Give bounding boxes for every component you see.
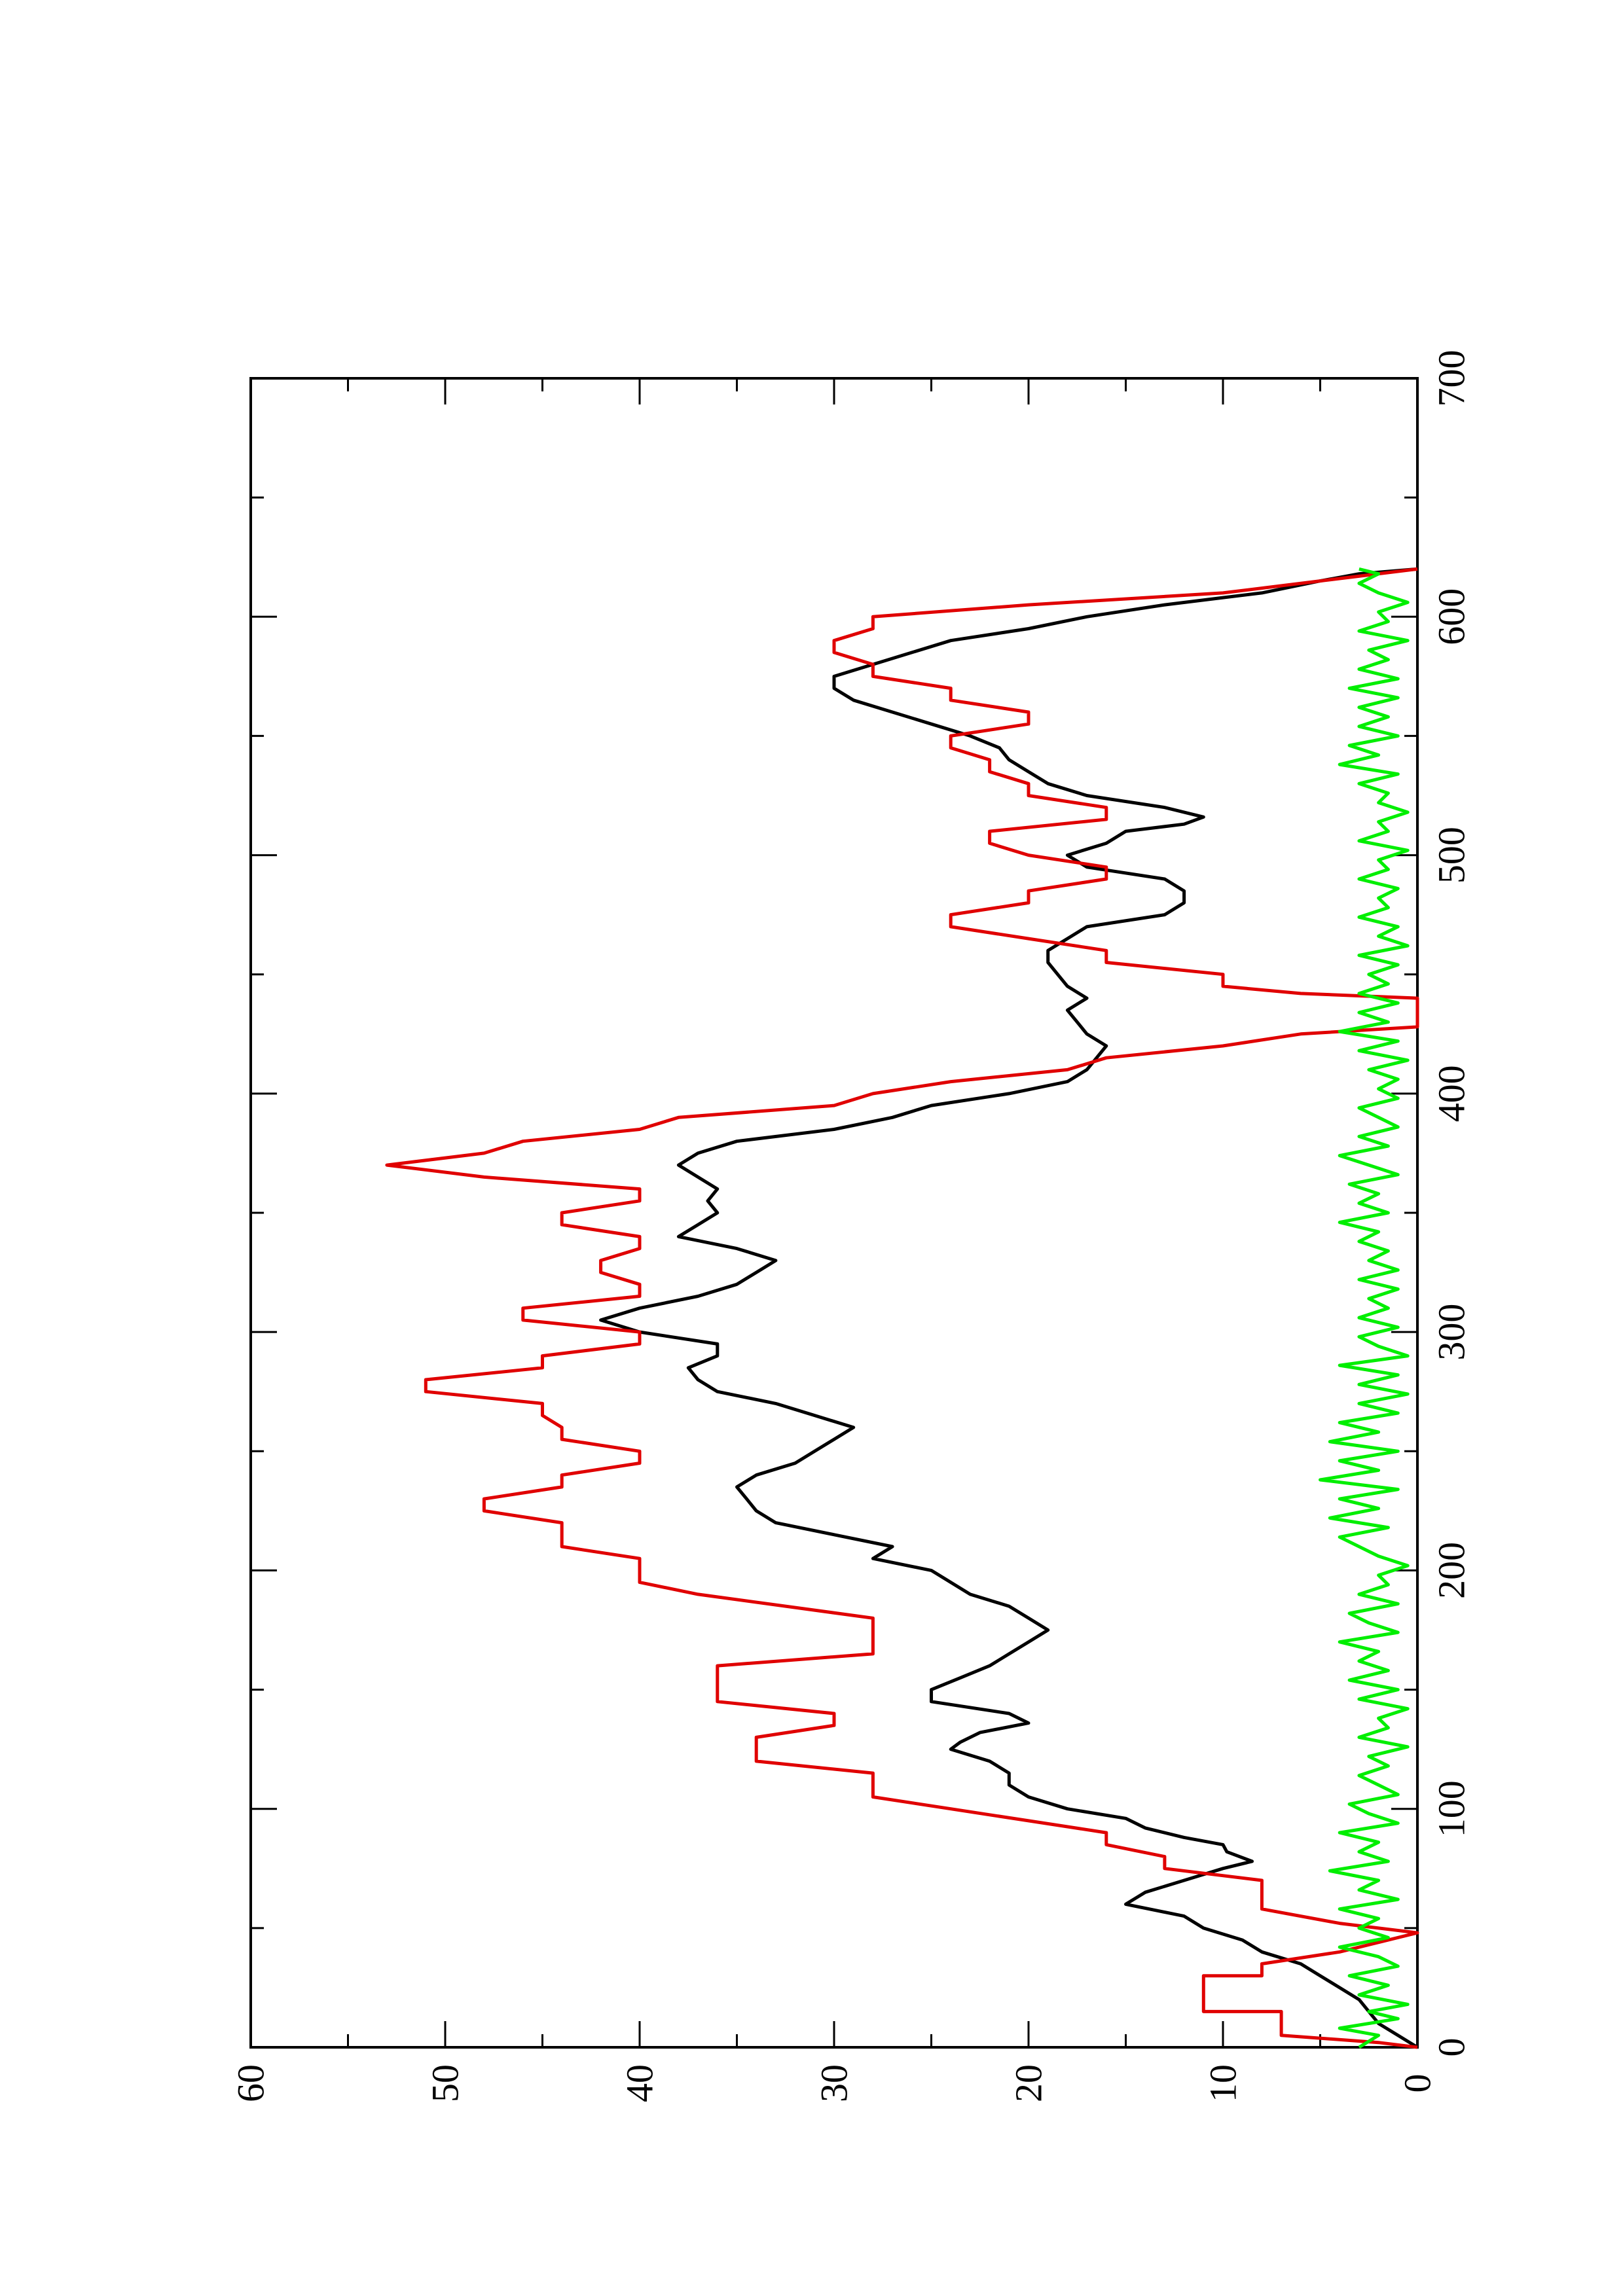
y-tick-label: 40 [619,2064,661,2102]
x-tick-label: 600 [1431,588,1473,645]
series-line-red [385,567,1419,2049]
x-tick-label: 0 [1431,2038,1473,2057]
x-tick-label: 400 [1431,1065,1473,1122]
y-tick-label: 60 [230,2064,272,2102]
series-lines [385,567,1419,2049]
series-line-black [599,567,1419,2049]
y-tick-label: 20 [1008,2064,1050,2102]
x-tick-label: 300 [1431,1304,1473,1361]
y-tick-label: 50 [424,2064,467,2102]
x-tick-label: 700 [1431,350,1473,407]
plot-border [249,377,1419,2049]
axis-ticks [249,377,1419,2049]
x-tick-label: 200 [1431,1542,1473,1599]
plot-frame [249,377,1419,2049]
y-tick-label: 10 [1202,2064,1245,2102]
x-tick-label: 100 [1431,1780,1473,1837]
axis-tick-labels: 0 100 200 300 400 500 600 700 0 10 20 30 40 50 60 [230,350,1473,2103]
x-tick-label: 500 [1431,827,1473,884]
y-tick-label: 0 [1396,2074,1439,2093]
series-line-green [1319,567,1410,2049]
y-tick-label: 30 [813,2064,856,2102]
